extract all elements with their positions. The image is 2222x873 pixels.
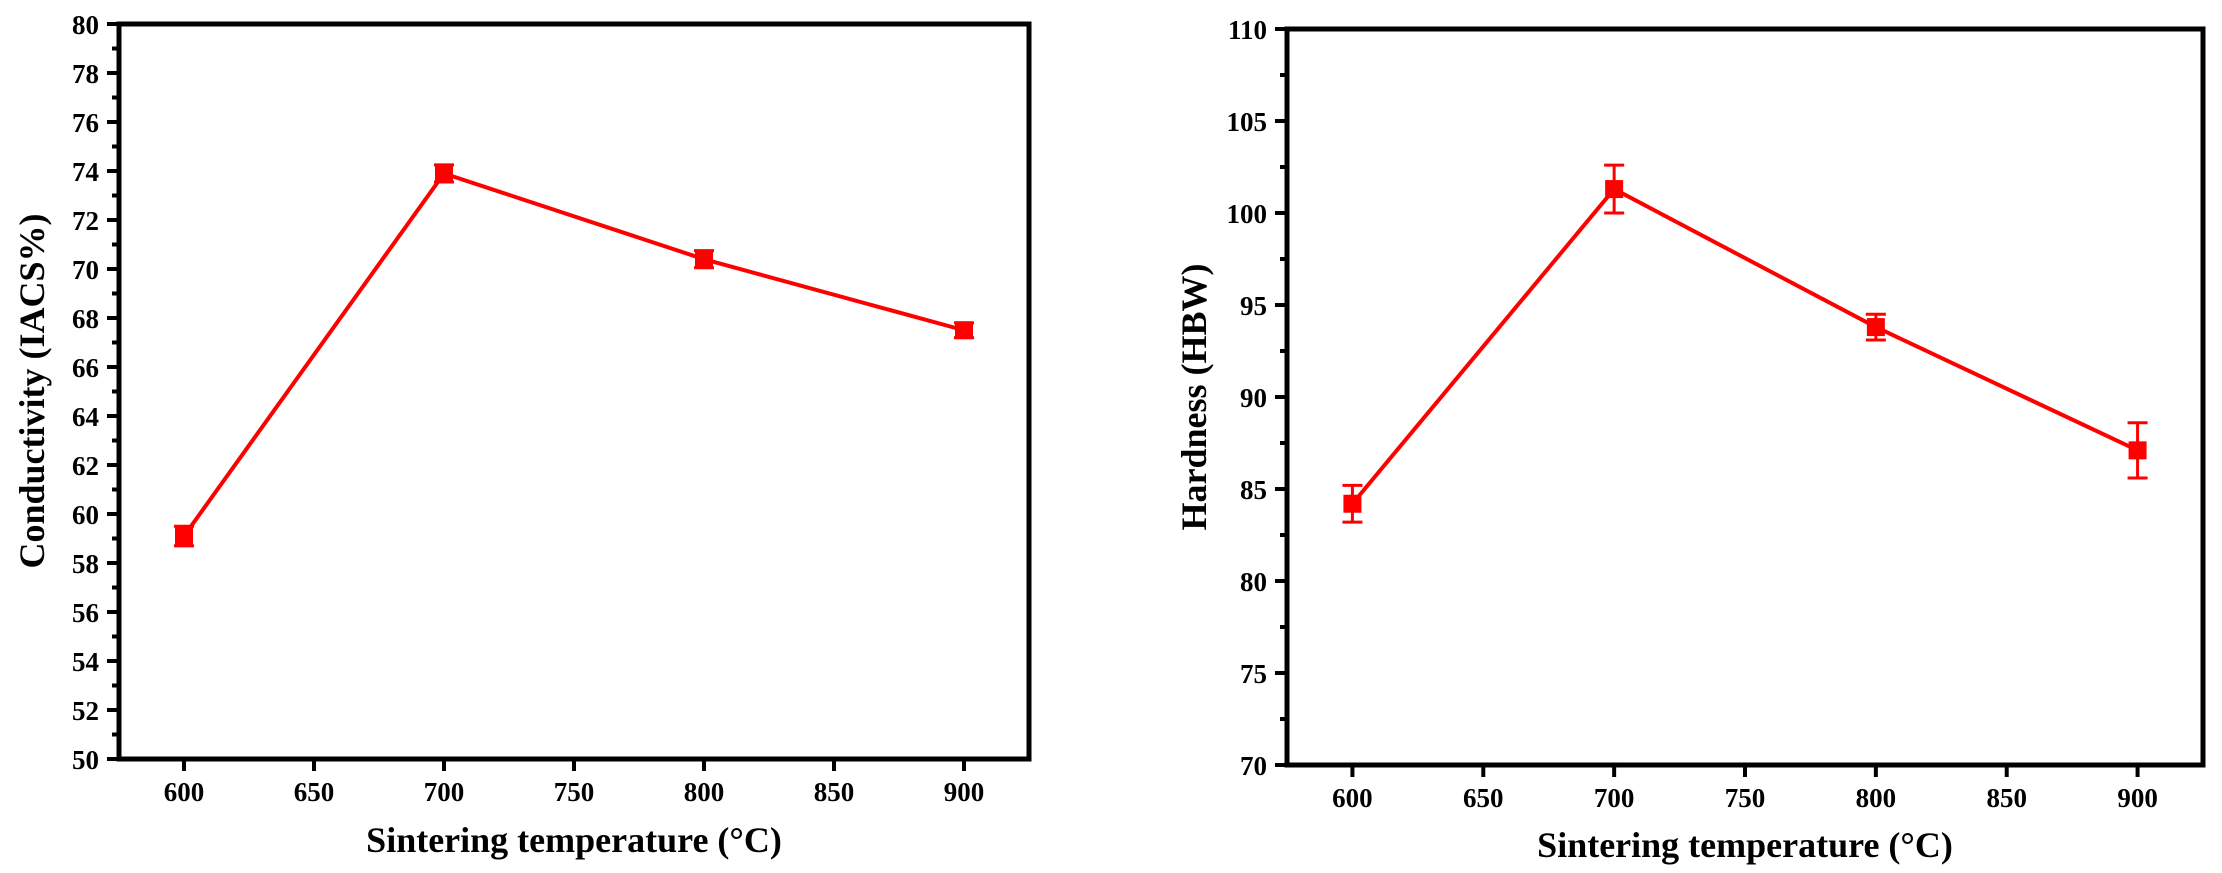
- x-tick-label: 850: [1986, 783, 2027, 813]
- hardness-data-point: [2128, 441, 2147, 460]
- y-tick-label: 70: [72, 255, 99, 285]
- conductivity-data-point: [435, 164, 453, 183]
- x-tick-label: 900: [944, 777, 985, 807]
- y-tick-label: 54: [72, 647, 99, 677]
- y-tick-label: 68: [72, 304, 99, 334]
- x-tick-label: 900: [2117, 783, 2158, 813]
- hardness-data-point: [1343, 494, 1362, 513]
- y-tick-label: 76: [72, 108, 99, 138]
- hardness-data-point: [1866, 318, 1885, 337]
- y-tick-label: 110: [1228, 15, 1267, 45]
- y-tick-label: 105: [1227, 107, 1268, 137]
- conductivity-data-point: [955, 321, 973, 340]
- y-tick-label: 100: [1227, 199, 1268, 229]
- x-tick-label: 700: [424, 777, 465, 807]
- hardness-series-line: [1350, 186, 2139, 505]
- y-tick-label: 64: [72, 402, 99, 432]
- y-tick-label: 62: [72, 451, 99, 481]
- y-tick-label: 85: [1240, 475, 1267, 505]
- conductivity-series: [174, 163, 974, 548]
- conductivity-chart: 600 650 700 750 800 850 900 50 52 54 56 58 60 62 64 66…: [12, 10, 1032, 860]
- conductivity-data-point: [695, 250, 713, 269]
- x-tick-label: 700: [1594, 783, 1635, 813]
- conductivity-data-point: [175, 527, 193, 546]
- y-tick-label: 56: [72, 598, 99, 628]
- conductivity-x-axis-title: Sintering temperature (°C): [366, 820, 782, 860]
- y-tick-label: 95: [1240, 291, 1267, 321]
- y-tick-label: 50: [72, 745, 99, 775]
- y-tick-label: 70: [1240, 751, 1267, 781]
- conductivity-plot-frame: [116, 21, 1032, 762]
- y-tick-label: 80: [72, 10, 99, 40]
- x-tick-label: 650: [1463, 783, 1504, 813]
- x-tick-label: 800: [1856, 783, 1897, 813]
- x-tick-label: 850: [814, 777, 855, 807]
- hardness-x-ticks: 600 650 700 750 800 850 900: [1332, 765, 2158, 813]
- hardness-x-axis-title: Sintering temperature (°C): [1537, 825, 1953, 865]
- hardness-y-ticks: 70 75 80 85 90 95 100 105 110: [1227, 15, 1287, 781]
- x-tick-label: 750: [554, 777, 595, 807]
- x-tick-label: 600: [164, 777, 205, 807]
- y-tick-label: 78: [72, 59, 99, 89]
- y-tick-label: 66: [72, 353, 99, 383]
- x-tick-label: 600: [1332, 783, 1373, 813]
- hardness-plot-frame: [1284, 26, 2206, 768]
- conductivity-y-axis-title: Conductivity (IACS%): [12, 213, 52, 568]
- x-tick-label: 650: [294, 777, 335, 807]
- y-tick-label: 74: [72, 157, 99, 187]
- y-tick-label: 72: [72, 206, 99, 236]
- y-tick-label: 60: [72, 500, 99, 530]
- hardness-chart: 600 650 700 750 800 850 900 70 75 80 85 90 95 100 105…: [1174, 15, 2206, 865]
- y-tick-label: 80: [1240, 567, 1267, 597]
- conductivity-series-line: [182, 171, 965, 538]
- conductivity-x-ticks: 600 650 700 750 800 850 900: [164, 759, 985, 807]
- hardness-series: [1342, 163, 2148, 524]
- conductivity-y-ticks: 50 52 54 56 58 60 62 64 66 68 70 72 74 76 78 80: [72, 10, 119, 775]
- y-tick-label: 52: [72, 696, 99, 726]
- x-tick-label: 750: [1725, 783, 1766, 813]
- y-tick-label: 90: [1240, 383, 1267, 413]
- y-tick-label: 75: [1240, 659, 1267, 689]
- y-tick-label: 58: [72, 549, 99, 579]
- hardness-data-point: [1605, 180, 1624, 199]
- x-tick-label: 800: [684, 777, 725, 807]
- hardness-y-axis-title: Hardness (HBW): [1174, 263, 1214, 530]
